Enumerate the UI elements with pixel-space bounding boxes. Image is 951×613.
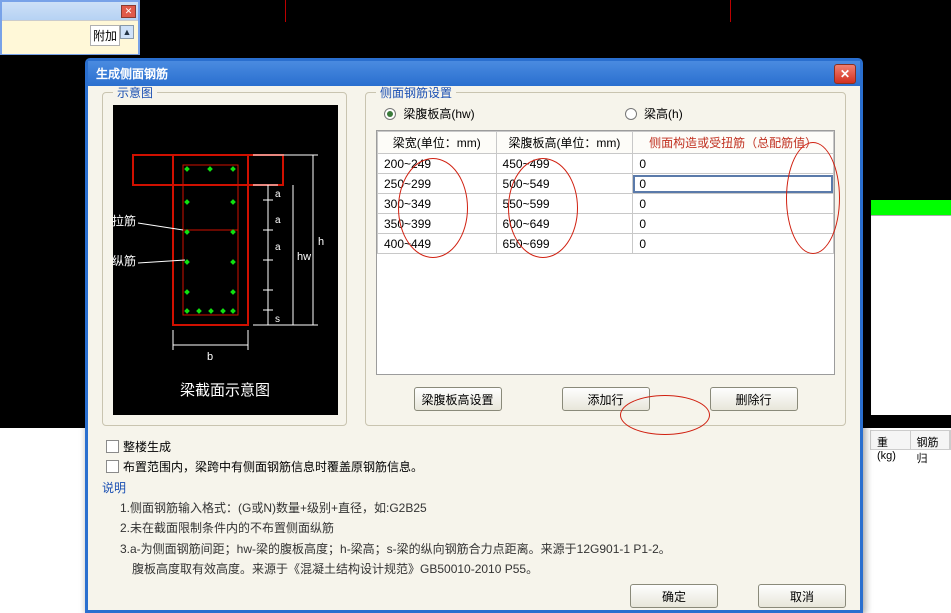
add-row-button[interactable]: 添加行 <box>562 387 650 411</box>
table-row[interactable]: 400~449650~6990 <box>378 234 834 254</box>
generate-side-rebar-dialog: 生成侧面钢筋 ✕ 示意图 <box>85 58 863 613</box>
background-window: ✕ 附加 ▲ <box>0 0 140 55</box>
side-panel <box>871 215 951 415</box>
cad-highlight <box>871 200 951 215</box>
radio-icon <box>625 108 637 120</box>
attach-tab[interactable]: 附加 <box>90 25 120 46</box>
svg-text:a: a <box>275 189 281 200</box>
settings-legend: 侧面钢筋设置 <box>376 86 456 101</box>
label-cemian: 侧面纵筋 <box>113 253 136 268</box>
rebar-table[interactable]: 梁宽(单位：mm) 梁腹板高(单位：mm) 侧面构造或受扭筋（总配筋值） 200… <box>376 130 835 375</box>
radio-icon <box>384 108 396 120</box>
background-close-icon[interactable]: ✕ <box>121 5 136 18</box>
table-row[interactable]: 300~349550~5990 <box>378 194 834 214</box>
svg-text:hw: hw <box>297 251 311 263</box>
diagram-legend: 示意图 <box>113 86 157 101</box>
table-row[interactable]: 250~299500~549 <box>378 174 834 194</box>
svg-text:s: s <box>275 314 280 325</box>
radio-beam-height[interactable]: 梁高(h) <box>625 105 683 122</box>
scroll-up-icon[interactable]: ▲ <box>120 25 134 39</box>
label-lajin: 拉筋 <box>113 213 136 228</box>
background-window-titlebar: ✕ <box>2 2 138 20</box>
delete-row-button[interactable]: 删除行 <box>710 387 798 411</box>
cad-line <box>730 0 731 22</box>
rebar-value-input[interactable] <box>633 175 833 193</box>
cancel-button[interactable]: 取消 <box>758 584 846 608</box>
bg-col-rebar: 钢筋归 <box>911 431 951 449</box>
dialog-title: 生成侧面钢筋 <box>96 65 168 82</box>
table-row[interactable]: 350~399600~6490 <box>378 214 834 234</box>
explain-line: 2.未在截面限制条件内的不布置侧面纵筋 <box>120 518 846 538</box>
overwrite-checkbox[interactable]: 布置范围内，梁跨中有侧面钢筋信息时覆盖原钢筋信息。 <box>106 458 846 475</box>
explain-line: 腹板高度取有效高度。来源于《混凝土结构设计规范》GB50010-2010 P55… <box>120 559 846 579</box>
col-beam-width[interactable]: 梁宽(单位：mm) <box>378 132 497 154</box>
web-height-settings-button[interactable]: 梁腹板高设置 <box>414 387 502 411</box>
dialog-titlebar[interactable]: 生成侧面钢筋 ✕ <box>88 61 860 86</box>
col-side-rebar[interactable]: 侧面构造或受扭筋（总配筋值） <box>633 132 834 154</box>
svg-text:b: b <box>207 351 213 363</box>
bg-table-header: 重 (kg) 钢筋归 <box>870 430 951 450</box>
settings-fieldset: 侧面钢筋设置 梁腹板高(hw) 梁高(h) <box>365 92 846 426</box>
ok-button[interactable]: 确定 <box>630 584 718 608</box>
col-web-height[interactable]: 梁腹板高(单位：mm) <box>496 132 633 154</box>
close-icon: ✕ <box>840 67 850 81</box>
cad-line <box>285 0 286 22</box>
table-row[interactable]: 200~249450~4990 <box>378 154 834 174</box>
svg-text:a: a <box>275 242 281 253</box>
explain-heading: 说明 <box>102 479 846 496</box>
whole-building-checkbox[interactable]: 整楼生成 <box>106 438 846 455</box>
svg-text:h: h <box>318 236 324 248</box>
explain-line: 3.a-为侧面钢筋间距；hw-梁的腹板高度；h-梁高；s-梁的纵向钢筋合力点距离… <box>120 539 846 559</box>
bg-col-weight: 重 (kg) <box>871 431 911 449</box>
svg-text:a: a <box>275 215 281 226</box>
beam-section-diagram: 拉筋 侧面纵筋 a <box>113 105 338 415</box>
radio-web-height[interactable]: 梁腹板高(hw) <box>384 105 475 122</box>
checkbox-icon <box>106 460 119 473</box>
diagram-caption: 梁截面示意图 <box>180 381 270 399</box>
diagram-fieldset: 示意图 <box>102 92 347 426</box>
close-button[interactable]: ✕ <box>834 64 856 84</box>
checkbox-icon <box>106 440 119 453</box>
explain-line: 1.侧面钢筋输入格式：(G或N)数量+级别+直径，如:G2B25 <box>120 498 846 518</box>
explain-list: 1.侧面钢筋输入格式：(G或N)数量+级别+直径，如:G2B252.未在截面限制… <box>120 498 846 580</box>
